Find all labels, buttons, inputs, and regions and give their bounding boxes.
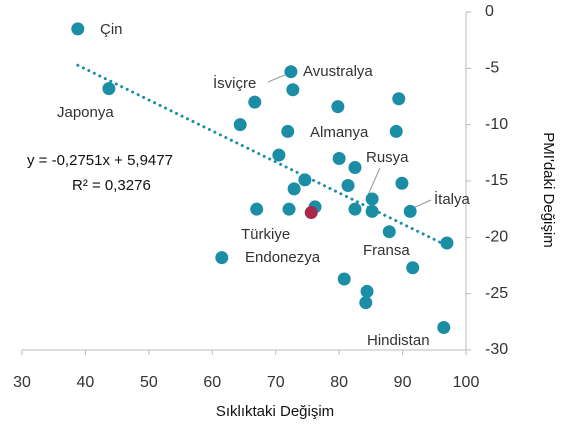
point [382,225,396,239]
point [102,82,116,96]
annotation: Çin [100,21,123,38]
y-tick-label: 0 [485,3,494,20]
leaders [267,73,432,209]
trendline [76,63,449,248]
point [286,83,300,97]
point [389,124,403,138]
point [331,100,345,114]
point [395,176,409,190]
trend-equation: y = -0,2751x + 5,9477 [27,152,173,169]
y-tick-label: -20 [485,229,508,246]
leader-line [412,199,432,209]
point [287,182,301,196]
point [392,92,406,106]
point [337,272,351,286]
point [215,251,229,265]
y-tick-label: -5 [485,60,499,77]
point [281,124,295,138]
point [348,202,362,216]
point [284,65,298,79]
point [248,95,262,109]
x-tick-label: 30 [13,374,31,391]
annotation: Endonezya [245,249,321,266]
y-tick-label: -15 [485,172,508,189]
point [282,202,296,216]
point [437,320,451,334]
annotation: İtalya [434,190,471,208]
annotation: Hindistan [367,332,430,349]
x-tick-label: 50 [140,374,158,391]
point [365,192,379,206]
annotation: Avustralya [303,63,373,80]
annotation: Türkiye [241,226,290,243]
point [406,261,420,275]
point [365,204,379,218]
annotation: İsviçre [213,74,256,92]
y-tick-label: -10 [485,116,508,133]
point [440,236,454,250]
x-axis-title: Sıklıktaki Değişim [216,403,334,420]
y-tick-label: -30 [485,341,508,358]
x-tick-label: 70 [267,374,285,391]
point [360,284,374,298]
point [332,151,346,165]
x-tick-label: 100 [453,374,480,391]
point [233,118,247,132]
point [304,206,318,220]
leader-line [367,167,381,196]
x-tick-label: 90 [394,374,412,391]
annotation: Almanya [310,124,369,141]
x-tick-label: 60 [203,374,221,391]
y-axis-title: PMI'daki Değişim [540,132,557,247]
point [71,22,85,36]
trend-r2: R² = 0,3276 [72,177,151,194]
annotation: Rusya [366,149,409,166]
leader-line [267,73,288,83]
point [298,173,312,187]
point [348,160,362,174]
point [250,202,264,216]
x-tick-label: 80 [330,374,348,391]
annotation: Fransa [363,242,410,259]
point [272,148,286,162]
point [403,204,417,218]
x-tick-label: 40 [77,374,95,391]
y-tick-label: -25 [485,285,508,302]
point [359,296,373,310]
annotation: Japonya [57,104,114,121]
point [341,179,355,193]
